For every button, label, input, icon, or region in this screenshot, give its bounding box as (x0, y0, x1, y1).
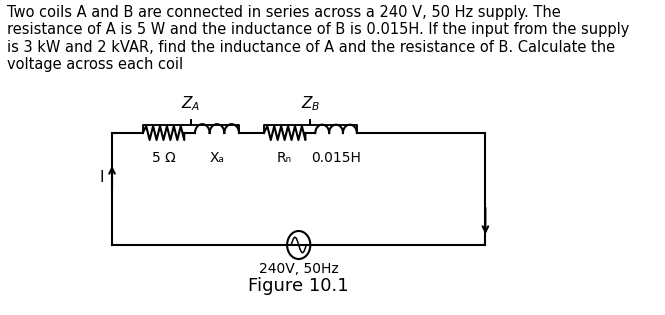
Text: 0.015H: 0.015H (311, 151, 361, 165)
Text: Xₐ: Xₐ (209, 151, 225, 165)
Text: Two coils A and B are connected in series across a 240 V, 50 Hz supply. The
resi: Two coils A and B are connected in serie… (7, 5, 629, 72)
Text: $Z_A$: $Z_A$ (181, 94, 201, 113)
Text: I: I (99, 169, 104, 185)
Text: Rₙ: Rₙ (277, 151, 292, 165)
Text: $Z_B$: $Z_B$ (301, 94, 320, 113)
Text: Figure 10.1: Figure 10.1 (249, 277, 349, 295)
Text: 5 Ω: 5 Ω (152, 151, 176, 165)
Text: 240V, 50Hz: 240V, 50Hz (259, 262, 338, 276)
